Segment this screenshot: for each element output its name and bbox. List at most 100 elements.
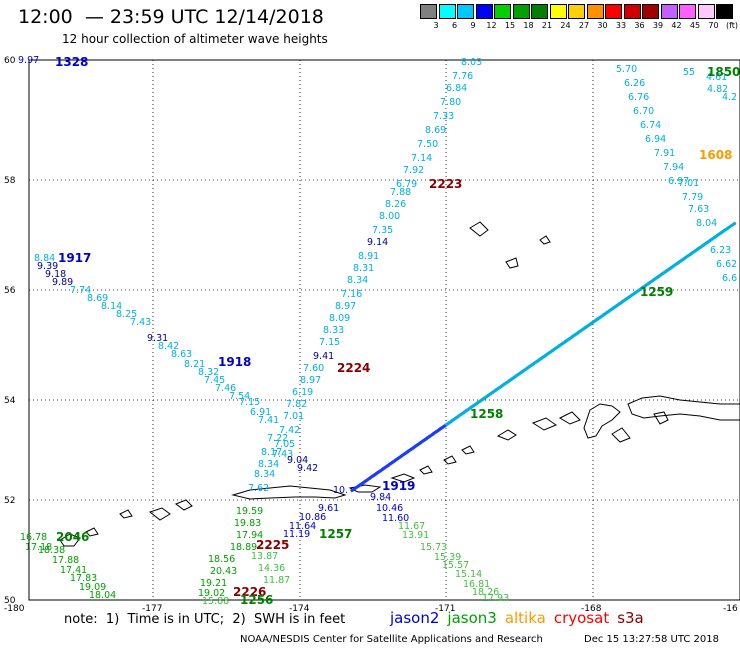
swh-value: 8.34 bbox=[347, 275, 368, 286]
lat-label-60: 60 bbox=[4, 56, 16, 66]
pass-label: 1918 bbox=[218, 355, 251, 369]
lat-label-50: 50 bbox=[4, 596, 16, 606]
swh-value: 7.01 bbox=[283, 411, 304, 422]
swh-value: 15.39 bbox=[434, 552, 461, 563]
dense-swh-track bbox=[350, 221, 737, 493]
swh-value: 8.26 bbox=[385, 199, 406, 210]
swh-value: 7.33 bbox=[433, 111, 454, 122]
swh-value: 9.18 bbox=[45, 269, 66, 280]
swh-value: 7.22 bbox=[267, 433, 288, 444]
swh-value: 18.04 bbox=[89, 590, 116, 601]
swh-value: 8.09 bbox=[329, 313, 350, 324]
legend-label: 70 bbox=[708, 21, 719, 30]
swh-value: 11.19 bbox=[283, 529, 310, 540]
swh-value: 11.64 bbox=[289, 521, 316, 532]
swh-value: 7.63 bbox=[688, 204, 709, 215]
swh-value: 6.26 bbox=[624, 78, 645, 89]
satellite-altika: altika bbox=[504, 609, 546, 627]
legend-swatch bbox=[568, 4, 585, 19]
swh-value: 4.2 bbox=[722, 92, 737, 103]
swh-value: 8.03 bbox=[461, 57, 482, 68]
swh-value: 11.87 bbox=[263, 575, 290, 586]
legend-swatch bbox=[697, 4, 715, 19]
lat-label-54: 54 bbox=[4, 396, 16, 406]
pass-label: 1257 bbox=[319, 527, 352, 541]
pass-label: 2225 bbox=[256, 538, 289, 552]
swh-value: 17.18 bbox=[25, 542, 52, 553]
swh-value: 7.43 bbox=[130, 317, 151, 328]
swh-value: 9.04 bbox=[287, 455, 308, 466]
swh-value: 7.60 bbox=[303, 363, 324, 374]
pass-label: 1917 bbox=[58, 251, 91, 265]
lat-label-56: 56 bbox=[4, 286, 16, 296]
satellite-jason2: jason2 bbox=[390, 609, 440, 627]
swh-value: 7.46 bbox=[215, 383, 236, 394]
swh-value: 14.36 bbox=[258, 563, 285, 574]
swh-value: 8.25 bbox=[116, 309, 137, 320]
swh-value: 8.63 bbox=[171, 349, 192, 360]
swh-value: 10.86 bbox=[299, 512, 326, 523]
swh-value: 6.23 bbox=[710, 245, 731, 256]
swh-value: 17.83 bbox=[70, 573, 97, 584]
legend-swatch bbox=[531, 4, 548, 19]
pass-label: 2223 bbox=[429, 177, 462, 191]
swh-value: 55 bbox=[683, 67, 695, 78]
swh-value: 7.54 bbox=[229, 391, 250, 402]
swh-value: 7.15 bbox=[239, 397, 260, 408]
swh-value: 16.81 bbox=[463, 579, 490, 590]
footer-date: Dec 15 13:27:58 UTC 2018 bbox=[584, 634, 719, 645]
legend-swatch bbox=[457, 4, 474, 19]
pass-label: 2046 bbox=[56, 530, 89, 544]
swh-value: 9.84 bbox=[370, 492, 391, 503]
legend-swatch bbox=[586, 4, 604, 19]
legend-label: 15 bbox=[504, 21, 516, 30]
legend-label: 9 bbox=[470, 21, 476, 30]
swh-value: 9.39 bbox=[37, 261, 58, 272]
swh-value: 15.73 bbox=[420, 542, 447, 553]
swh-value: 7.92 bbox=[403, 165, 424, 176]
swh-value: 7.91 bbox=[654, 148, 675, 159]
swh-value: 6.79 bbox=[396, 179, 417, 190]
swh-value: 19.09 bbox=[79, 582, 106, 593]
swh-value: 20.43 bbox=[210, 566, 237, 577]
swh-value: 6.76 bbox=[628, 92, 649, 103]
swh-value: 17.93 bbox=[482, 593, 509, 604]
swh-value: 19.59 bbox=[236, 506, 263, 517]
legend-label: 39 bbox=[652, 21, 664, 30]
swh-value: 9.14 bbox=[367, 237, 388, 248]
swh-value: 15.57 bbox=[442, 560, 469, 571]
swh-value: 13.91 bbox=[402, 530, 429, 541]
lon-label-16x: -16 bbox=[723, 604, 738, 614]
swh-value: 8.32 bbox=[198, 367, 219, 378]
legend-swatch bbox=[642, 4, 659, 19]
swh-value: 9.42 bbox=[297, 463, 318, 474]
swh-value: 8.00 bbox=[379, 211, 400, 222]
pass-label: 1259 bbox=[640, 285, 673, 299]
swh-value: 9.97 bbox=[18, 55, 39, 66]
footer-note: note: 1) Time is in UTC; 2) SWH is in fe… bbox=[64, 612, 346, 627]
swh-value: 7.80 bbox=[440, 97, 461, 108]
pass-label: 2224 bbox=[337, 361, 370, 375]
swh-value: 7.14 bbox=[411, 153, 432, 164]
swh-value: 13.87 bbox=[251, 551, 278, 562]
swh-value: 8.34 bbox=[254, 469, 275, 480]
swh-value: 7.01 bbox=[678, 178, 699, 189]
swh-value: 8.91 bbox=[358, 251, 379, 262]
legend-swatch bbox=[494, 4, 511, 19]
swh-value: 8.21 bbox=[184, 359, 205, 370]
legend-swatch bbox=[475, 4, 493, 19]
swh-value: 6.70 bbox=[633, 106, 654, 117]
swh-value: 7.88 bbox=[390, 187, 411, 198]
legend-label: 45 bbox=[689, 21, 701, 30]
legend-label: 6 bbox=[451, 21, 458, 30]
swh-value: 11.67 bbox=[398, 521, 425, 532]
swh-value: 7.45 bbox=[204, 375, 225, 386]
legend-swatch bbox=[679, 4, 696, 19]
swh-value: 10. bbox=[333, 485, 348, 496]
swh-value: 7.05 bbox=[274, 439, 295, 450]
swh-value: 17.88 bbox=[52, 555, 79, 566]
swh-value: 8.69 bbox=[425, 125, 446, 136]
lon-label-168: -168 bbox=[581, 604, 602, 614]
swh-value: 6.84 bbox=[446, 83, 467, 94]
satellite-legend: jason2 jason3 altika cryosat s3a bbox=[390, 609, 652, 627]
